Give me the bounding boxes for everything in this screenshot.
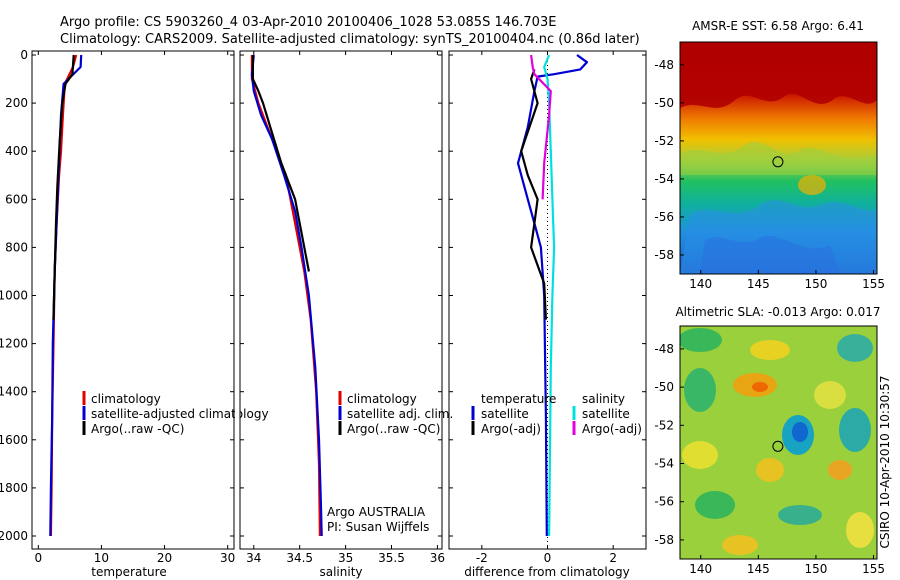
sla-map-title: Altimetric SLA: -0.013 Argo: 0.017 bbox=[675, 305, 880, 319]
xtick-label: 34.5 bbox=[286, 551, 313, 565]
map-ytick-label: -54 bbox=[654, 457, 674, 471]
sst-map-panel: AMSR-E SST: 6.58 Argo: 6.41 140 145 150 155… bbox=[654, 19, 885, 291]
xtick-label: 35.5 bbox=[378, 551, 405, 565]
map-xtick-label: 155 bbox=[862, 562, 885, 576]
ytick-label: 400 bbox=[5, 144, 28, 158]
temperature-xlabel: temperature bbox=[91, 565, 166, 579]
figure-title-line2: Climatology: CARS2009. Satellite-adjuste… bbox=[60, 32, 640, 47]
legend-title-temperature: temperature bbox=[481, 392, 556, 406]
legend-title-salinity: salinity bbox=[582, 392, 625, 406]
difference-legend: temperature satellite Argo(-adj) salinit… bbox=[471, 392, 642, 436]
legend-label-climatology: climatology bbox=[347, 392, 417, 406]
ytick-label: 1800 bbox=[0, 481, 28, 495]
map-xtick-label: 145 bbox=[747, 562, 770, 576]
difference-plot: -2 0 2 bbox=[449, 51, 646, 565]
legend-clip-strip bbox=[235, 395, 240, 440]
legend-label-climatology: climatology bbox=[91, 392, 161, 406]
difference-panel: -2 0 2 difference from climatology tempera… bbox=[448, 50, 647, 579]
map-xtick-label: 140 bbox=[689, 277, 712, 291]
map-xtick-label: 150 bbox=[804, 562, 827, 576]
xtick-label: 2 bbox=[609, 551, 617, 565]
map-ytick-label: -56 bbox=[654, 210, 674, 224]
salinity-panel: 34 34.5 35 35.5 36 salinity climatology sate… bbox=[239, 50, 453, 579]
map-ytick-label: -52 bbox=[654, 134, 674, 148]
sst-field bbox=[680, 42, 877, 274]
map-ytick-label: -58 bbox=[654, 533, 674, 547]
temperature-axes-box bbox=[31, 50, 235, 550]
xtick-label: 30 bbox=[220, 551, 235, 565]
series-line-salinity-argo-adj bbox=[530, 54, 552, 200]
sst-map-box bbox=[679, 41, 878, 275]
map-xtick-label: 150 bbox=[804, 277, 827, 291]
map-ytick-label: -52 bbox=[654, 418, 674, 432]
xtick-label: 10 bbox=[94, 551, 109, 565]
sla-field bbox=[680, 326, 877, 559]
series-line-temperature-argo-adj bbox=[520, 69, 547, 320]
figure-title-line1: Argo profile: CS 5903260_4 03-Apr-2010 2… bbox=[60, 15, 556, 30]
map-ytick-label: -50 bbox=[654, 96, 674, 110]
map-ytick-label: -48 bbox=[654, 58, 674, 72]
salinity-axes-box bbox=[239, 50, 443, 550]
xtick-label: 0 bbox=[544, 551, 552, 565]
map-ytick-label: -56 bbox=[654, 495, 674, 509]
series-line-satellite-adj-clim bbox=[250, 54, 323, 537]
xtick-label: 0 bbox=[34, 551, 42, 565]
legend-label-argo-raw: Argo(..raw -QC) bbox=[347, 422, 440, 436]
side-timestamp: CSIRO 10-Apr-2010 10:30:57 bbox=[878, 375, 892, 548]
map-ytick-label: -54 bbox=[654, 172, 674, 186]
map-xtick-label: 155 bbox=[862, 277, 885, 291]
xtick-label: 34 bbox=[246, 551, 261, 565]
sst-map-title: AMSR-E SST: 6.58 Argo: 6.41 bbox=[692, 19, 864, 33]
ytick-label: 1200 bbox=[0, 337, 28, 351]
map-ytick-label: -48 bbox=[654, 342, 674, 356]
sla-argo-location-marker bbox=[772, 440, 784, 452]
difference-xlabel: difference from climatology bbox=[464, 565, 630, 579]
sst-map-axes: 140 145 150 155 -48 -50 -52 -54 -56 -58 bbox=[654, 58, 885, 291]
temperature-plot: 0 200 400 600 800 1000 1200 1400 1600 1800 2000 0 10… bbox=[0, 48, 235, 565]
ytick-label: 200 bbox=[5, 96, 28, 110]
xtick-label: 35 bbox=[338, 551, 353, 565]
sla-map-panel: Altimetric SLA: -0.013 Argo: 0.017 140 14… bbox=[654, 305, 885, 576]
credit-pi: PI: Susan Wijffels bbox=[327, 520, 429, 534]
series-line-argo-raw-qc bbox=[251, 55, 310, 272]
legend-label-sal-satellite: satellite bbox=[582, 407, 630, 421]
legend-label-satellite-adjusted: satellite-adjusted climatology bbox=[91, 407, 269, 421]
legend-label-temp-satellite: satellite bbox=[481, 407, 529, 421]
map-ytick-label: -50 bbox=[654, 380, 674, 394]
ytick-label: 1000 bbox=[0, 289, 28, 303]
salinity-plot: 34 34.5 35 35.5 36 bbox=[240, 51, 445, 565]
legend-label-satellite-adj: satellite adj. clim. bbox=[347, 407, 453, 421]
series-line-salinity-satellite bbox=[543, 54, 556, 537]
sst-argo-location-marker bbox=[772, 156, 784, 168]
legend-label-sal-argo: Argo(-adj) bbox=[582, 422, 642, 436]
salinity-xlabel: salinity bbox=[319, 565, 362, 579]
ytick-label: 800 bbox=[5, 240, 28, 254]
ytick-label: 1600 bbox=[0, 433, 28, 447]
ytick-label: 2000 bbox=[0, 529, 28, 543]
map-ytick-label: -58 bbox=[654, 248, 674, 262]
sla-map-box bbox=[679, 325, 878, 560]
salinity-legend: climatology satellite adj. clim. Argo(..… bbox=[338, 391, 453, 436]
ytick-label: 600 bbox=[5, 192, 28, 206]
temperature-legend: climatology satellite-adjusted climatolo… bbox=[82, 391, 269, 436]
ytick-label: 1400 bbox=[0, 385, 28, 399]
xtick-label: 20 bbox=[157, 551, 172, 565]
legend-label-argo-raw: Argo(..raw -QC) bbox=[91, 422, 184, 436]
map-xtick-label: 140 bbox=[689, 562, 712, 576]
temperature-panel: 0 200 400 600 800 1000 1200 1400 1600 1800 2000 0 10… bbox=[0, 48, 269, 579]
sla-map-axes: 140 145 150 155 -48 -50 -52 -54 -56 -58 bbox=[654, 342, 885, 576]
legend-label-temp-argo: Argo(-adj) bbox=[481, 422, 541, 436]
xtick-label: -2 bbox=[476, 551, 488, 565]
credit-argo-australia: Argo AUSTRALIA bbox=[327, 505, 426, 519]
xtick-label: 36 bbox=[430, 551, 445, 565]
ytick-label: 0 bbox=[20, 48, 28, 62]
map-xtick-label: 145 bbox=[747, 277, 770, 291]
series-line-argo-raw-qc bbox=[52, 54, 75, 320]
